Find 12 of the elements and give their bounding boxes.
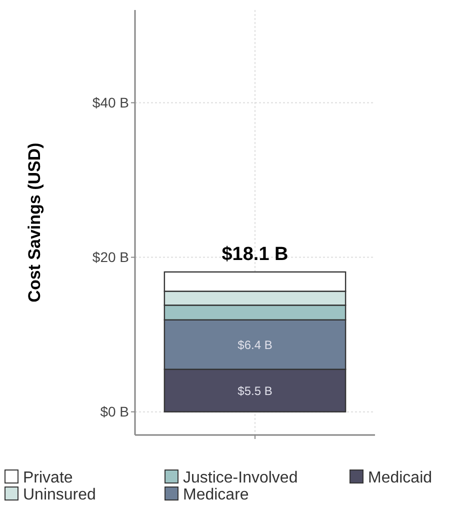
data-label: $6.4 B — [238, 338, 272, 352]
legend-label: Private — [23, 470, 73, 487]
y-tick-label: $0 B — [100, 404, 129, 420]
y-tick-label: $40 B — [92, 94, 129, 111]
total-label: $18.1 B — [222, 244, 288, 265]
legend-label: Medicare — [183, 486, 249, 504]
legend-label: Justice-Involved — [183, 470, 298, 487]
legend-label: Medicaid — [368, 470, 432, 487]
y-axis-title: Cost Savings (USD) — [25, 142, 44, 302]
legend-label: Uninsured — [23, 486, 96, 504]
y-tick-label: $20 B — [92, 249, 129, 266]
data-label: $5.5 B — [238, 384, 272, 398]
